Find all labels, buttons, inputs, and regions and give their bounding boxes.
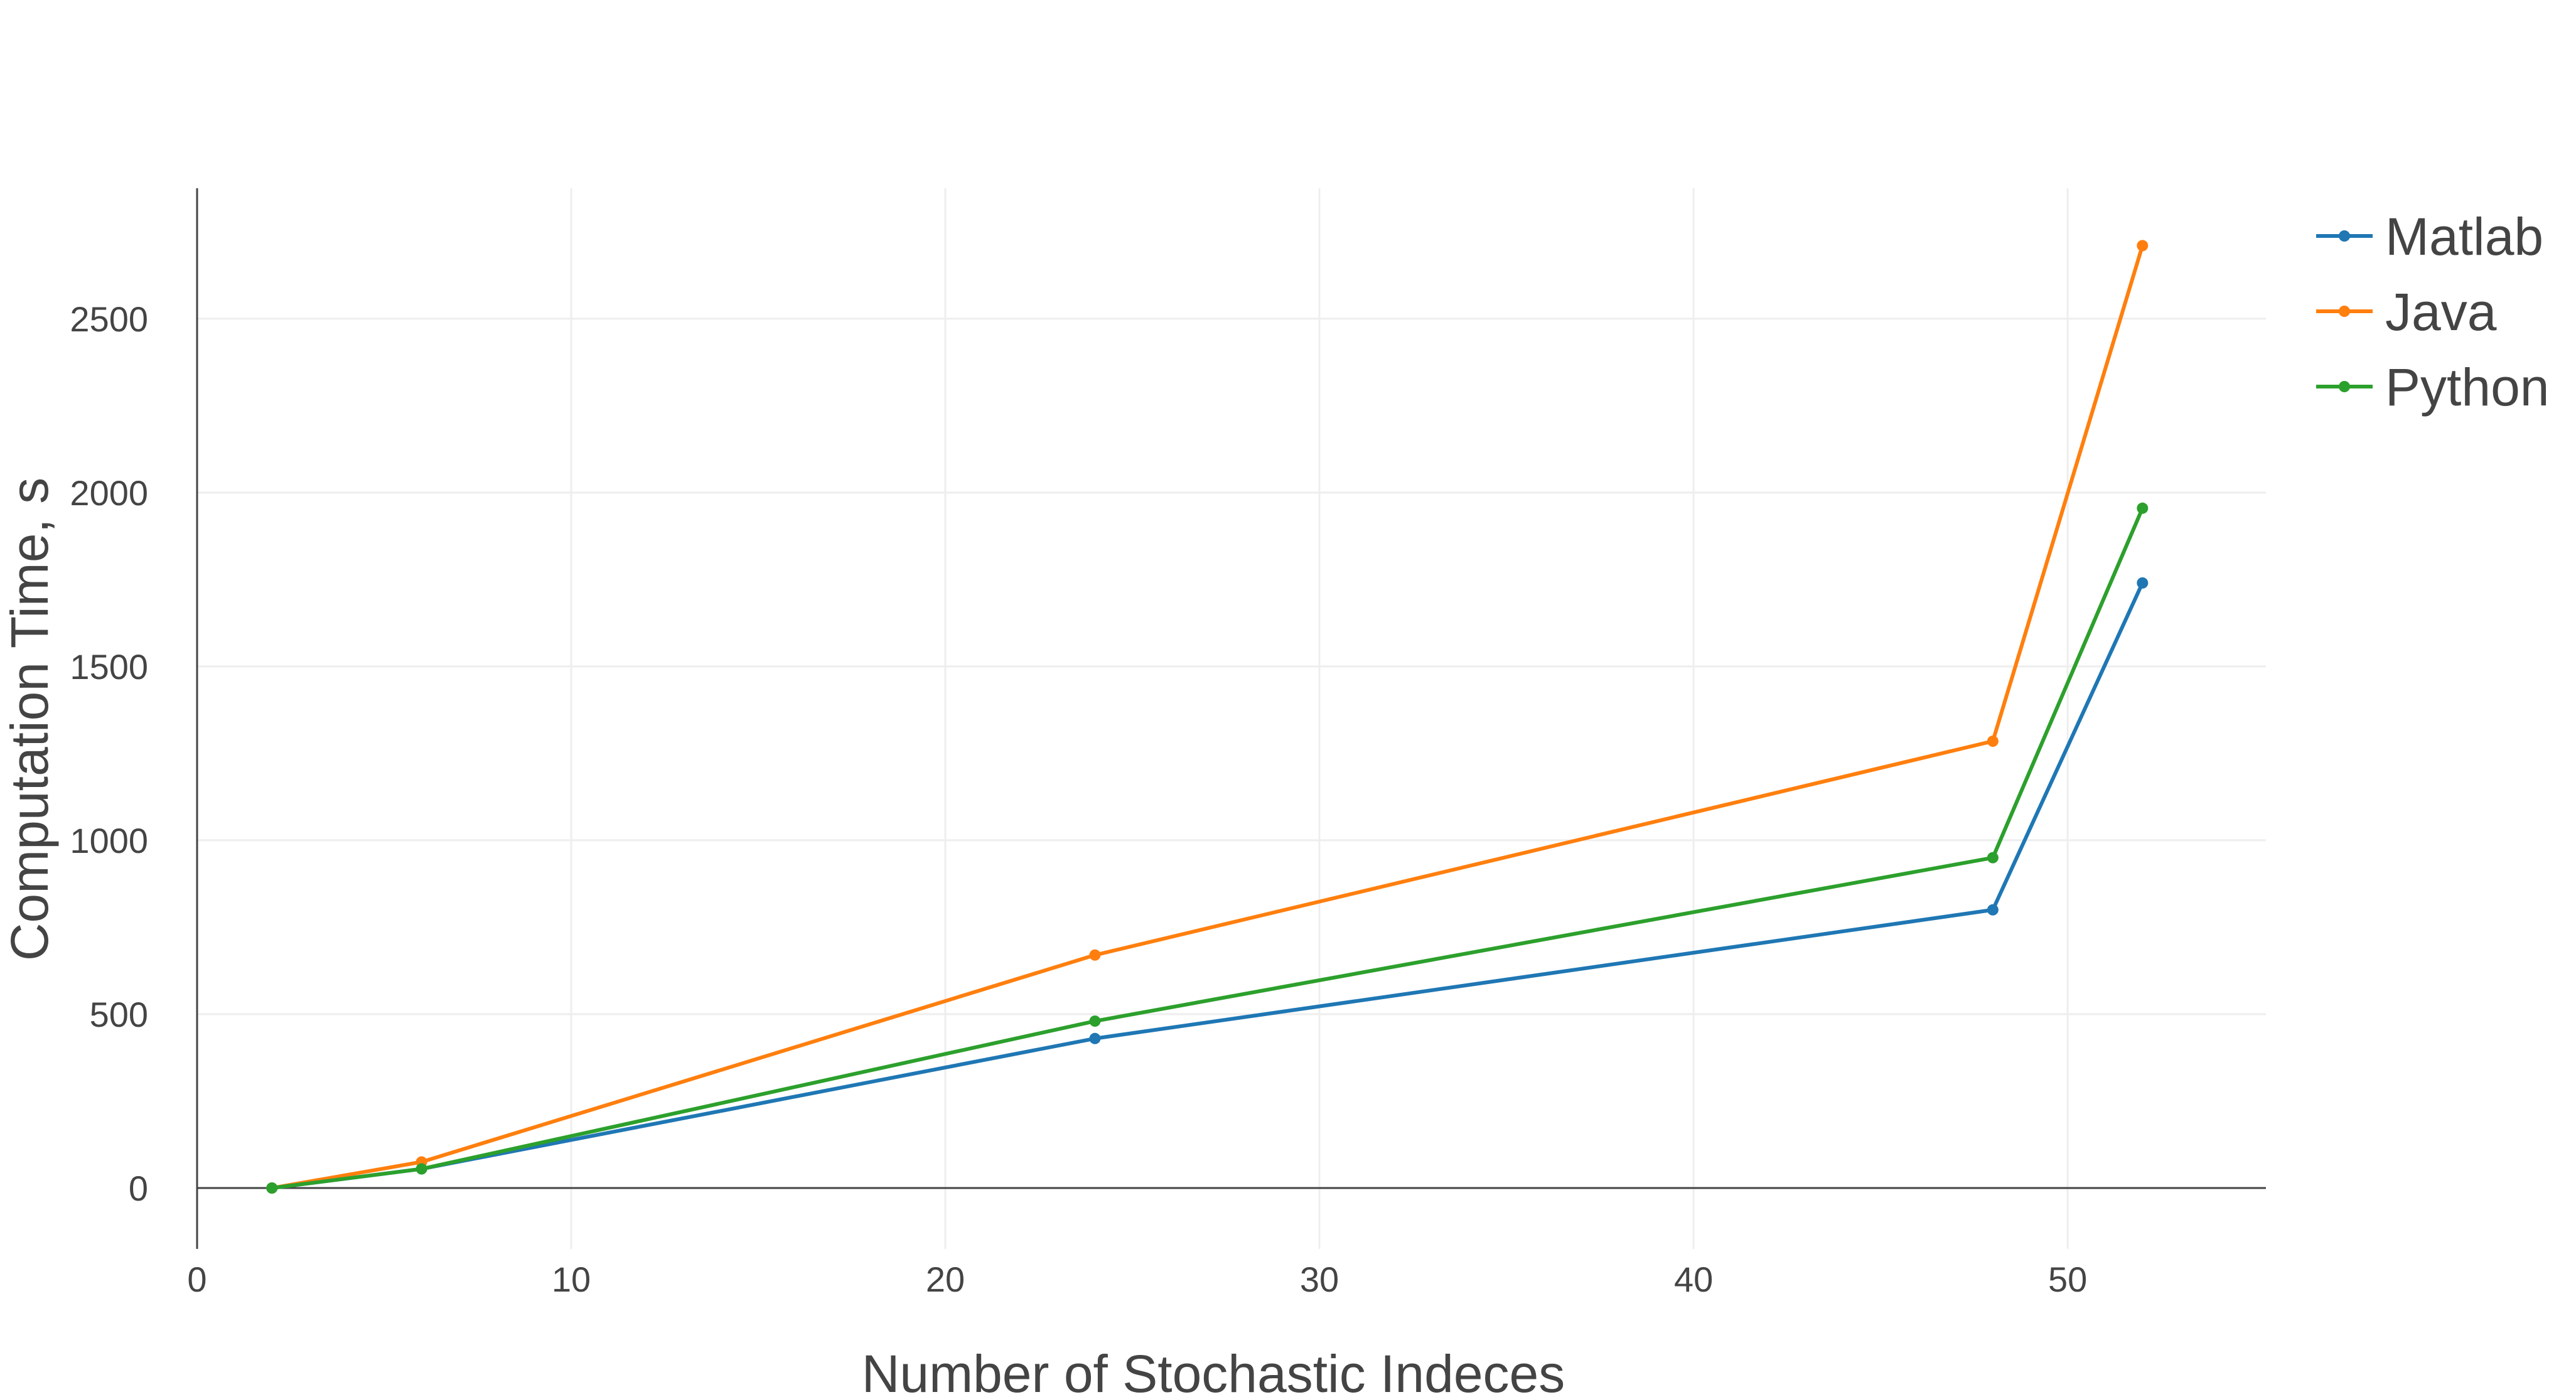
data-point-matlab [1987, 904, 1999, 916]
legend-item-python: Python [2316, 358, 2550, 417]
y-tick-label: 1500 [70, 647, 148, 687]
legend-swatch-marker [2339, 230, 2350, 242]
data-point-java [2137, 240, 2149, 252]
legend-label: Matlab [2385, 207, 2543, 266]
data-point-python [1987, 852, 1999, 864]
axes [196, 188, 2266, 1249]
x-tick-label: 20 [926, 1260, 965, 1299]
y-tick-label: 1000 [70, 821, 148, 860]
legend-item-matlab: Matlab [2316, 207, 2543, 266]
grid [197, 188, 2266, 1249]
series-matlab [266, 577, 2149, 1194]
legend-swatch-marker [2339, 381, 2350, 392]
y-tick-label: 2500 [70, 299, 148, 339]
legend-item-java: Java [2316, 282, 2497, 341]
legend-swatch-marker [2339, 306, 2350, 317]
y-tick-label: 0 [129, 1169, 148, 1208]
legend-label: Python [2385, 358, 2550, 417]
data-point-matlab [2137, 577, 2149, 589]
series-java [266, 240, 2149, 1194]
x-tick-label: 30 [1300, 1260, 1339, 1299]
series-python [266, 502, 2149, 1194]
legend: Matlab Java Python [2316, 207, 2550, 417]
x-tick-label: 10 [552, 1260, 591, 1299]
data-point-python [266, 1182, 278, 1194]
x-tick-label: 50 [2048, 1260, 2087, 1299]
legend-label: Java [2385, 282, 2497, 341]
series-line-matlab [271, 582, 2145, 1191]
x-tick-label: 40 [1674, 1260, 1713, 1299]
y-tick-label: 2000 [70, 473, 148, 513]
data-point-python [1089, 1015, 1101, 1027]
data-point-python [416, 1163, 427, 1175]
y-axis-title: Computation Time, s [0, 478, 59, 961]
series-group [266, 240, 2149, 1194]
x-tick-label: 0 [187, 1260, 207, 1299]
data-point-matlab [1089, 1032, 1101, 1044]
series-line-java [271, 245, 2145, 1190]
y-tick-label: 500 [90, 995, 148, 1034]
data-point-python [2137, 502, 2149, 514]
series-line-python [271, 507, 2145, 1191]
data-point-java [1089, 949, 1101, 961]
data-point-java [1987, 736, 1999, 747]
x-axis-title: Number of Stochastic Indeces [862, 1344, 1565, 1397]
